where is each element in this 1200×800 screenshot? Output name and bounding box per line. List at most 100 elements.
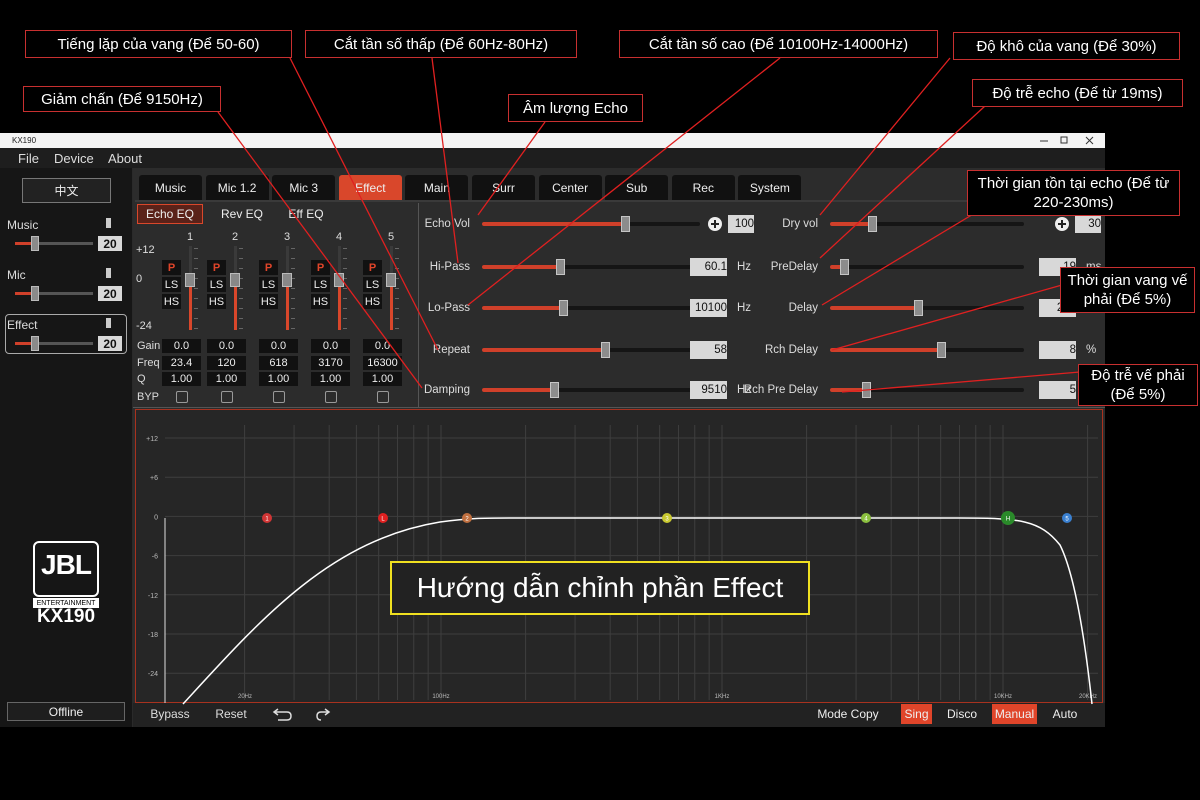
slider-tick bbox=[239, 258, 243, 259]
param-fill bbox=[830, 222, 872, 226]
channel-frame bbox=[5, 314, 127, 354]
eq-tab[interactable]: Echo EQ bbox=[137, 204, 203, 224]
slider-tick bbox=[194, 278, 198, 279]
bypass-checkbox[interactable] bbox=[273, 391, 285, 403]
band-button[interactable]: LS bbox=[311, 277, 330, 292]
param-knob[interactable] bbox=[601, 342, 610, 358]
param-label: Repeat bbox=[432, 344, 470, 356]
eq-row-label: Q bbox=[137, 373, 146, 385]
toolbar-button[interactable]: Sing bbox=[901, 704, 932, 724]
eq-tab[interactable]: Rev EQ bbox=[220, 207, 263, 221]
tab[interactable]: Rec bbox=[671, 175, 735, 200]
band-slider-knob[interactable] bbox=[386, 273, 396, 287]
slider-tick bbox=[343, 298, 347, 299]
band-value: 1.00 bbox=[311, 372, 350, 386]
band-slider-knob[interactable] bbox=[230, 273, 240, 287]
band-slider-knob[interactable] bbox=[334, 273, 344, 287]
speaker-icon bbox=[106, 268, 114, 278]
bypass-checkbox[interactable] bbox=[377, 391, 389, 403]
callout: Tiếng lặp của vang (Để 50-60) bbox=[25, 30, 292, 58]
toolbar-button[interactable]: Auto bbox=[1052, 707, 1078, 721]
bypass-checkbox[interactable] bbox=[325, 391, 337, 403]
slider-tick bbox=[343, 288, 347, 289]
status-button[interactable]: Offline bbox=[7, 702, 125, 721]
callout: Thời gian vang vế phải (Để 5%) bbox=[1060, 267, 1195, 313]
param-knob[interactable] bbox=[868, 216, 877, 232]
tab[interactable]: Music bbox=[139, 175, 202, 200]
band-button[interactable]: P bbox=[162, 260, 181, 275]
toolbar-button[interactable]: Bypass bbox=[150, 707, 190, 721]
menu-item[interactable]: About bbox=[108, 150, 142, 166]
bypass-checkbox[interactable] bbox=[176, 391, 188, 403]
tab[interactable]: Sub bbox=[605, 175, 669, 200]
param-knob[interactable] bbox=[862, 382, 871, 398]
param-value: 30 bbox=[1075, 215, 1101, 233]
param-knob[interactable] bbox=[840, 259, 849, 275]
slider-tick bbox=[291, 248, 295, 249]
band-button[interactable]: HS bbox=[207, 294, 226, 309]
param-fill bbox=[830, 306, 918, 310]
band-button[interactable]: LS bbox=[162, 277, 181, 292]
band-button[interactable]: P bbox=[259, 260, 278, 275]
tab[interactable]: Effect bbox=[338, 175, 402, 200]
band-number: 3 bbox=[283, 231, 291, 243]
band-number: 5 bbox=[387, 231, 395, 243]
band-button[interactable]: P bbox=[207, 260, 226, 275]
eq-tab[interactable]: Eff EQ bbox=[288, 207, 324, 221]
band-button[interactable]: P bbox=[311, 260, 330, 275]
toolbar-button[interactable]: Reset bbox=[215, 707, 247, 721]
param-knob[interactable] bbox=[914, 300, 923, 316]
tab[interactable]: Mic 3 bbox=[272, 175, 336, 200]
toolbar-button[interactable]: Mode Copy bbox=[817, 707, 879, 721]
param-label: Rch Pre Delay bbox=[743, 384, 818, 396]
slider-knob[interactable] bbox=[31, 236, 39, 251]
slider-track bbox=[15, 342, 93, 345]
eq-scale-label: 0 bbox=[136, 273, 143, 285]
slider-tick bbox=[395, 328, 399, 329]
eq-row-label: Gain bbox=[137, 340, 161, 352]
slider-tick bbox=[395, 288, 399, 289]
band-button[interactable]: HS bbox=[311, 294, 330, 309]
toolbar-button[interactable]: Disco bbox=[946, 707, 977, 721]
eq-row-label: Freq bbox=[137, 356, 160, 369]
band-button[interactable]: HS bbox=[162, 294, 181, 309]
band-button[interactable]: LS bbox=[207, 277, 226, 292]
band-button[interactable]: HS bbox=[259, 294, 278, 309]
param-label: Lo-Pass bbox=[427, 302, 470, 314]
param-knob[interactable] bbox=[621, 216, 630, 232]
band-slider-fill bbox=[234, 281, 237, 330]
tab[interactable]: Mic 1.2 bbox=[205, 175, 269, 200]
band-value: 120 bbox=[207, 355, 246, 370]
band-button[interactable]: LS bbox=[363, 277, 382, 292]
brand-logo: JBL bbox=[41, 549, 92, 580]
param-unit: Hz bbox=[737, 384, 752, 396]
band-value: 1.00 bbox=[207, 372, 246, 386]
param-knob[interactable] bbox=[559, 300, 568, 316]
param-knob[interactable] bbox=[550, 382, 559, 398]
band-slider-knob[interactable] bbox=[185, 273, 195, 287]
band-slider-fill bbox=[286, 281, 289, 330]
param-value: 5 bbox=[1039, 381, 1076, 399]
tab[interactable]: Main bbox=[405, 175, 469, 200]
menu-item[interactable]: Device bbox=[54, 150, 94, 166]
band-slider-knob[interactable] bbox=[282, 273, 292, 287]
model-name: KX190 bbox=[36, 606, 96, 627]
slider-fill bbox=[15, 292, 35, 295]
slider-knob[interactable] bbox=[31, 336, 39, 351]
menu-item[interactable]: File bbox=[18, 150, 39, 166]
slider-tick bbox=[291, 288, 295, 289]
tab[interactable]: System bbox=[738, 175, 802, 200]
band-number: 4 bbox=[335, 231, 343, 243]
param-knob[interactable] bbox=[937, 342, 946, 358]
tab[interactable]: Center bbox=[538, 175, 602, 200]
bypass-checkbox[interactable] bbox=[221, 391, 233, 403]
channel-level: 20 bbox=[98, 236, 122, 251]
slider-tick bbox=[239, 318, 243, 319]
band-button[interactable]: LS bbox=[259, 277, 278, 292]
slider-knob[interactable] bbox=[31, 286, 39, 301]
param-knob[interactable] bbox=[556, 259, 565, 275]
tab-underline bbox=[135, 200, 1103, 202]
tab[interactable]: Surr bbox=[472, 175, 535, 200]
toolbar-button[interactable]: Manual bbox=[992, 704, 1037, 724]
language-button[interactable]: 中文 bbox=[22, 178, 111, 203]
